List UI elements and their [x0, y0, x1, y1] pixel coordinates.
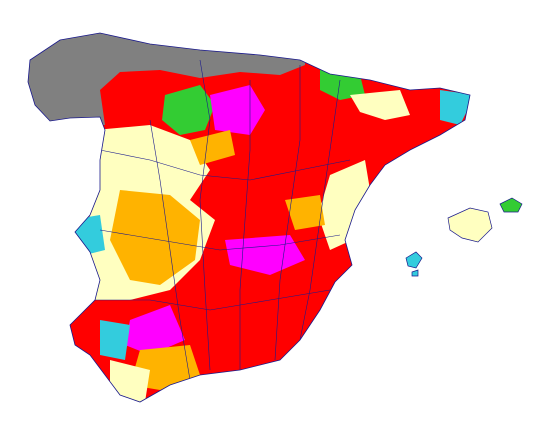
island-ibiza	[405, 251, 423, 269]
border	[199, 59, 211, 371]
border	[299, 79, 341, 341]
region-magenta	[210, 85, 265, 135]
island-mallorca	[447, 207, 493, 243]
region-magenta-3	[125, 305, 185, 355]
border	[90, 289, 331, 311]
region-cyan-3	[100, 320, 130, 360]
region-orange	[110, 190, 200, 285]
region-orange-2	[190, 130, 235, 165]
island-formentera	[411, 269, 419, 277]
region-orange-4	[285, 195, 325, 230]
region-green	[162, 85, 215, 135]
border	[99, 229, 341, 251]
region-cream-3	[350, 90, 410, 120]
border	[149, 119, 191, 381]
coastline	[27, 32, 471, 403]
region-cyan	[440, 90, 470, 125]
island-menorca	[499, 197, 523, 213]
region-cream-2	[318, 160, 370, 250]
region-gray	[28, 33, 310, 130]
border	[274, 65, 301, 361]
border	[239, 80, 251, 370]
region-cream-4	[110, 360, 150, 402]
border	[99, 149, 351, 181]
